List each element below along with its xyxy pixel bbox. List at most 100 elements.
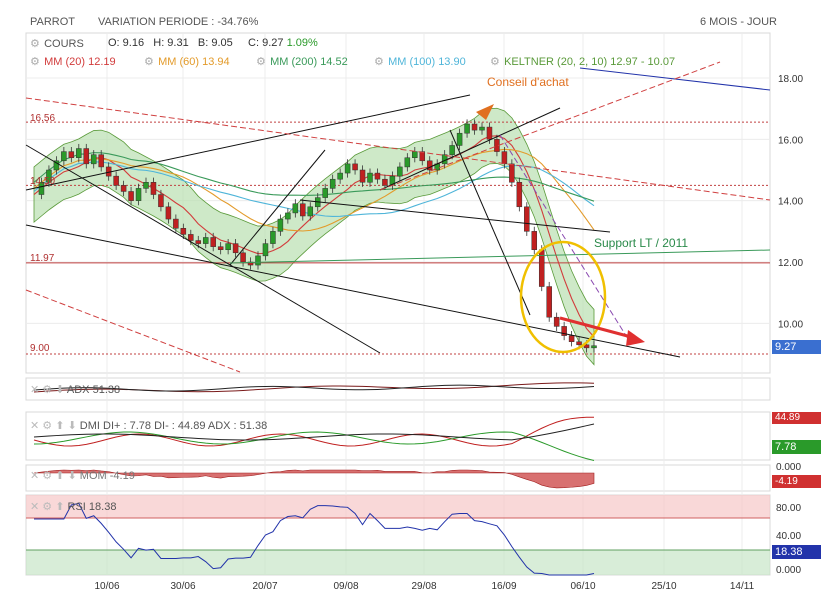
candle-body bbox=[479, 126, 485, 131]
mom-zero-label: 0.000 bbox=[776, 462, 802, 473]
ohlc-values: O: 9.16 H: 9.31 B: 9.05 C: 9.27 1.09% bbox=[108, 37, 318, 49]
candle-body bbox=[456, 132, 463, 146]
gear-icon[interactable]: ⚙ bbox=[42, 384, 53, 396]
rsi-label: RSI bbox=[67, 501, 86, 513]
legend-mm20[interactable]: ⚙ MM (20) 12.19 bbox=[30, 55, 116, 68]
highlight-ellipse bbox=[519, 240, 607, 354]
candle-body bbox=[412, 151, 418, 158]
arrow-up-icon[interactable]: ⬆ bbox=[55, 501, 65, 513]
candle-body bbox=[300, 203, 306, 217]
candle-body bbox=[322, 188, 328, 198]
gear-icon[interactable]: ⚙ bbox=[256, 56, 266, 68]
mom-badge: -4.19 bbox=[772, 475, 821, 488]
mm100-label: MM (100) bbox=[388, 56, 436, 68]
candle-body bbox=[367, 172, 373, 183]
mm60-label: MM (60) bbox=[158, 56, 200, 68]
rsi-value: 18.38 bbox=[88, 501, 117, 513]
level-label: 14.50 bbox=[30, 176, 56, 187]
close-icon[interactable]: ✕ bbox=[30, 384, 40, 396]
mom-panel-header: ✕ ⚙ ⬆ ⬇ MOM -4.19 bbox=[30, 469, 135, 482]
x-tick-label: 20/07 bbox=[252, 581, 277, 592]
trend-line bbox=[25, 144, 381, 354]
candle-body bbox=[247, 261, 254, 266]
candle-body bbox=[195, 240, 202, 244]
arrow-up-icon[interactable]: ⬆ bbox=[55, 470, 65, 482]
candle-body bbox=[98, 154, 104, 168]
gear-icon[interactable]: ⚙ bbox=[42, 470, 53, 482]
candle-body bbox=[38, 182, 45, 195]
level-label: 11.97 bbox=[30, 253, 55, 264]
candle-body bbox=[509, 163, 515, 183]
support-annotation: Support LT / 2011 bbox=[594, 236, 689, 250]
gear-icon[interactable]: ⚙ bbox=[42, 501, 53, 513]
candle-body bbox=[202, 237, 209, 244]
close-icon[interactable]: ✕ bbox=[30, 420, 40, 432]
candle-body bbox=[277, 218, 284, 232]
high-value: H: 9.31 bbox=[153, 37, 189, 49]
candle-body bbox=[90, 154, 97, 165]
candle-body bbox=[180, 228, 187, 235]
gear-icon[interactable]: ⚙ bbox=[490, 56, 500, 68]
candle-body bbox=[397, 166, 403, 177]
keltner-value: 12.97 - 10.07 bbox=[610, 56, 676, 68]
candle-body bbox=[583, 344, 590, 349]
trend-line bbox=[229, 249, 771, 264]
legend-mm60[interactable]: ⚙ MM (60) 13.94 bbox=[144, 55, 230, 68]
arrow-down-icon[interactable]: ⬇ bbox=[67, 470, 77, 482]
candle-body bbox=[329, 178, 336, 189]
gear-icon[interactable]: ⚙ bbox=[144, 56, 154, 68]
rsi-badge: 18.38 bbox=[772, 545, 821, 559]
y-tick-label: 10.00 bbox=[778, 319, 803, 330]
gear-icon[interactable]: ⚙ bbox=[30, 38, 40, 50]
candle-body bbox=[188, 234, 194, 241]
trend-line bbox=[25, 289, 241, 373]
mm100-line bbox=[33, 161, 595, 217]
candle-body bbox=[546, 286, 552, 318]
mm60-value: 13.94 bbox=[202, 56, 230, 68]
candle-body bbox=[173, 218, 179, 229]
x-tick-label: 06/10 bbox=[570, 581, 595, 592]
y-tick-label: 14.00 bbox=[778, 197, 803, 208]
arrow-down-icon[interactable]: ⬇ bbox=[67, 420, 77, 432]
candle-body bbox=[344, 163, 351, 174]
candle-body bbox=[285, 212, 291, 220]
candle-body bbox=[568, 335, 575, 342]
gear-icon[interactable]: ⚙ bbox=[30, 56, 40, 68]
trend-line bbox=[499, 134, 631, 343]
legend-mm200[interactable]: ⚙ MM (200) 14.52 bbox=[256, 55, 348, 68]
candle-body bbox=[135, 188, 142, 201]
period-label: 6 MOIS - JOUR bbox=[700, 16, 778, 28]
arrow-down-icon[interactable]: ⬇ bbox=[55, 384, 65, 396]
change-value: 1.09% bbox=[286, 37, 318, 49]
candle-body bbox=[576, 341, 582, 346]
candle-body bbox=[240, 252, 246, 263]
gear-icon[interactable]: ⚙ bbox=[374, 56, 384, 68]
gear-icon[interactable]: ⚙ bbox=[42, 420, 53, 432]
adx-value: 51.38 bbox=[92, 384, 121, 396]
open-value: O: 9.16 bbox=[108, 37, 145, 49]
candle-body bbox=[232, 243, 239, 254]
legend-keltner[interactable]: ⚙ KELTNER (20, 2, 10) 12.97 - 10.07 bbox=[490, 55, 675, 68]
candle-body bbox=[531, 231, 538, 250]
candle-body bbox=[46, 169, 52, 183]
mom-value: -4.19 bbox=[109, 470, 135, 482]
candle-body bbox=[337, 172, 343, 180]
mm60-line bbox=[33, 148, 595, 232]
x-tick-label: 25/10 bbox=[651, 581, 676, 592]
candle-body bbox=[61, 151, 67, 162]
arrow-up-icon[interactable]: ⬆ bbox=[55, 420, 65, 432]
candle-body bbox=[359, 169, 366, 183]
legend-mm100[interactable]: ⚙ MM (100) 13.90 bbox=[374, 55, 466, 68]
close-icon[interactable]: ✕ bbox=[30, 501, 40, 513]
candle-body bbox=[352, 163, 358, 171]
sell-arrow bbox=[559, 316, 636, 340]
rsi-overbought-zone bbox=[26, 495, 770, 518]
candle-body bbox=[404, 157, 411, 168]
trend-line bbox=[379, 61, 721, 191]
close-icon[interactable]: ✕ bbox=[30, 470, 40, 482]
candle-body bbox=[83, 148, 90, 165]
legend-cours[interactable]: ⚙ COURS bbox=[30, 37, 84, 50]
rsi-tick: 80.00 bbox=[776, 503, 802, 514]
trend-line bbox=[229, 149, 326, 266]
